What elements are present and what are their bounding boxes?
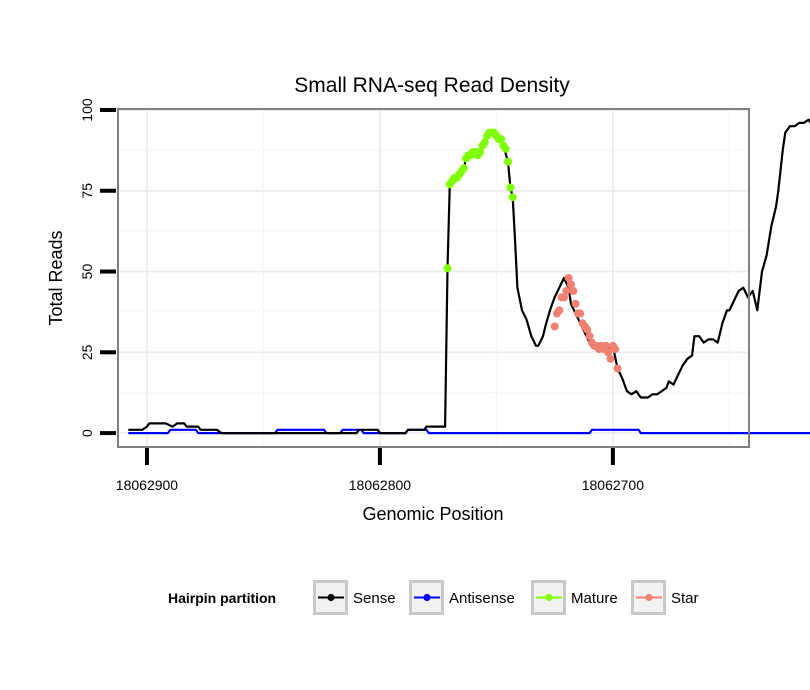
y-tick-label: 50 xyxy=(79,264,95,280)
series-line-antisense xyxy=(128,428,810,435)
series-line-sense xyxy=(128,118,810,435)
legend-label-antisense: Antisense xyxy=(449,590,515,607)
data-point-star xyxy=(613,364,622,373)
data-point-star xyxy=(604,348,613,357)
data-point-mature xyxy=(504,157,513,166)
data-point-mature xyxy=(480,138,489,147)
x-axis-label: Genomic Position xyxy=(362,504,503,524)
legend: Hairpin partition Sense Antisense Mature St… xyxy=(168,580,699,615)
x-tick-label: 18062700 xyxy=(582,477,645,493)
legend-label-star: Star xyxy=(671,590,699,607)
legend-key-point xyxy=(645,593,653,602)
data-point-star xyxy=(564,274,573,282)
grid xyxy=(119,109,748,446)
data-point-star xyxy=(566,280,575,289)
data-point-mature xyxy=(506,183,515,192)
legend-item-star: Star xyxy=(631,580,699,615)
legend-label-mature: Mature xyxy=(571,590,618,607)
data-point-star xyxy=(571,299,580,308)
data-point-star xyxy=(606,354,615,363)
legend-title: Hairpin partition xyxy=(168,590,276,606)
y-axis-label: Total Reads xyxy=(46,230,66,325)
data-point-mature xyxy=(443,264,452,273)
plot-panel-border xyxy=(117,108,750,448)
legend-item-mature: Mature xyxy=(531,580,618,615)
y-tick-label: 75 xyxy=(79,183,95,199)
data-point-star xyxy=(611,345,620,354)
data-point-mature xyxy=(508,193,517,202)
data-point-mature xyxy=(476,148,485,156)
data-point-star xyxy=(555,306,564,315)
data-point-star xyxy=(550,322,559,331)
data-point-star xyxy=(585,332,594,341)
legend-key-point xyxy=(327,593,335,602)
data-point-star xyxy=(559,293,568,302)
legend-item-antisense: Antisense xyxy=(409,580,515,615)
chart-title: Small RNA-seq Read Density xyxy=(294,74,570,97)
x-axis: 18062900 18062800 18062700 xyxy=(116,448,644,493)
x-tick-label: 18062900 xyxy=(116,477,179,493)
data-point-mature xyxy=(501,144,510,153)
data-point-mature xyxy=(497,135,506,144)
legend-key-point xyxy=(423,593,431,602)
legend-key-point xyxy=(545,593,553,602)
data-point-star xyxy=(583,325,592,334)
data-point-star xyxy=(601,341,610,350)
data-point-mature xyxy=(459,164,468,173)
data-point-star xyxy=(562,286,571,295)
y-tick-label: 0 xyxy=(79,429,95,437)
series-layer xyxy=(128,118,810,435)
y-axis: 0 25 50 75 100 xyxy=(79,98,116,437)
data-point-star xyxy=(569,286,578,295)
x-tick-label: 18062800 xyxy=(349,477,412,493)
legend-label-sense: Sense xyxy=(353,590,396,607)
y-tick-label: 100 xyxy=(79,98,95,122)
data-point-star xyxy=(576,309,585,318)
legend-item-sense: Sense xyxy=(313,580,396,615)
y-tick-label: 25 xyxy=(79,344,95,360)
